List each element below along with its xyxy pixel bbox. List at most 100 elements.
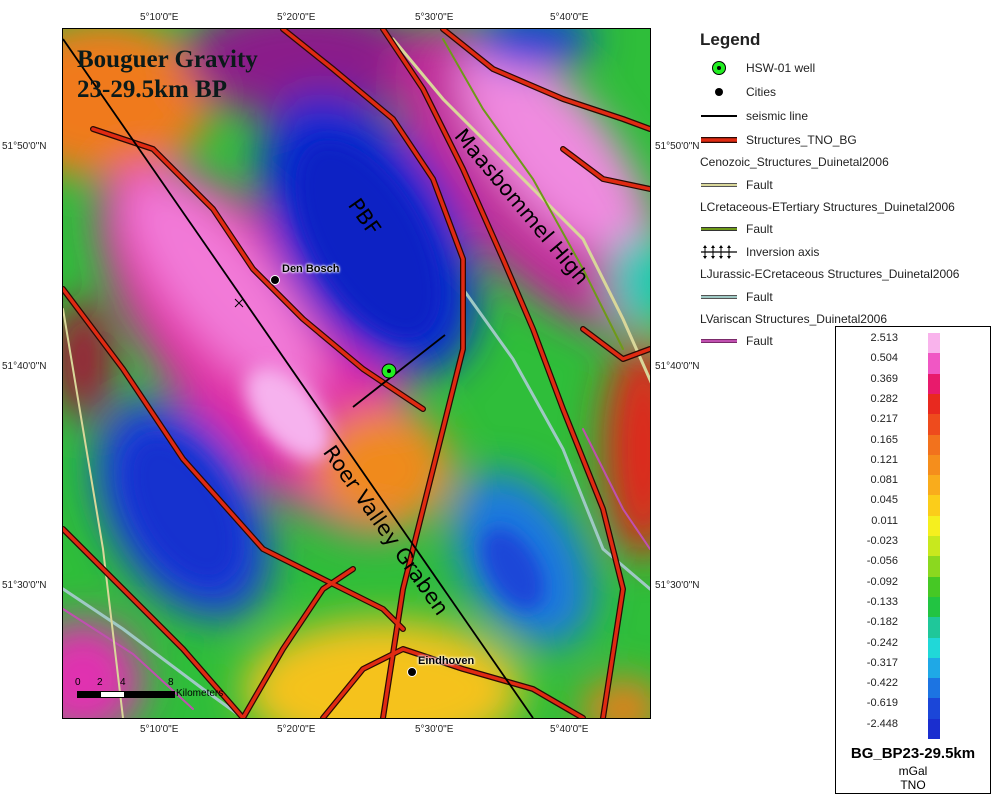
colorbar-swatch xyxy=(928,596,940,618)
colorbar-value-label: 0.504 xyxy=(870,352,898,365)
right-tick: 51°40'0"N xyxy=(655,361,700,372)
colorbar-value-label: -0.317 xyxy=(866,656,898,669)
colorbar-value-label: 0.217 xyxy=(870,413,898,426)
legend-item-lvariscan-fault: Fault xyxy=(700,331,773,351)
scale-tick-4: 4 xyxy=(120,677,126,688)
legend-item-cities: Cities xyxy=(700,82,776,102)
colorbar-swatch xyxy=(928,556,940,578)
bottom-tick: 5°10'0"E xyxy=(140,724,179,735)
scale-segments xyxy=(77,691,175,698)
legend-label: Fault xyxy=(746,178,773,192)
top-tick: 5°20'0"E xyxy=(277,12,316,23)
legend-label: Fault xyxy=(746,290,773,304)
colorbar-value-label: 2.513 xyxy=(870,332,898,344)
colorbar-swatch xyxy=(928,475,940,496)
top-tick: 5°40'0"E xyxy=(550,12,589,23)
legend-title: Legend xyxy=(700,30,761,49)
legend-group-lcretaceous: LCretaceous-ETertiary Structures_Duineta… xyxy=(700,197,955,217)
colorbar-swatch xyxy=(928,678,940,699)
colorbar-value-label: -0.056 xyxy=(866,555,898,568)
well-icon xyxy=(700,61,738,75)
colorbar-swatch xyxy=(928,414,940,435)
gravity-map-canvas xyxy=(63,29,650,718)
legend-item-seismic-line: seismic line xyxy=(700,106,808,126)
legend-label: Structures_TNO_BG xyxy=(746,133,857,147)
colorbar-value-label: 0.121 xyxy=(870,453,898,466)
scale-bar: 0 2 4 8 Kilometers xyxy=(75,677,277,707)
legend-item-structures-tno: Structures_TNO_BG xyxy=(700,130,857,150)
colorbar-value-label: 0.045 xyxy=(870,494,898,507)
city-marker-eindhoven[interactable] xyxy=(407,667,417,677)
top-tick: 5°10'0"E xyxy=(140,12,179,23)
city-label-den-bosch: Den Bosch xyxy=(282,263,340,275)
inversion-axis-icon xyxy=(700,245,738,259)
colorbar-value-label: 0.369 xyxy=(870,372,898,385)
colorbar-swatch xyxy=(928,353,940,375)
legend-label: Inversion axis xyxy=(746,245,820,259)
map-title-line-2: 23-29.5km BP xyxy=(77,76,227,103)
legend-group-cenozoic: Cenozoic_Structures_Duinetal2006 xyxy=(700,152,889,172)
colorbar-value-label: 0.282 xyxy=(870,392,898,405)
colorbar-swatch xyxy=(928,434,940,456)
colorbar-value-label: -0.619 xyxy=(866,697,898,710)
colorbar-title: BG_BP23-29.5km xyxy=(850,745,976,762)
legend-item-well: HSW-01 well xyxy=(700,58,815,78)
colorbar-source: TNO xyxy=(900,778,926,792)
colorbar: 2.513 0.504 0.369 0.282 0.217 0.165 0.121 0.081… xyxy=(835,326,991,794)
colorbar-value-label: 0.081 xyxy=(870,474,898,487)
colorbar-swatch xyxy=(928,536,940,557)
legend-label: Cities xyxy=(746,85,777,99)
colorbar-swatch xyxy=(928,333,940,354)
legend-group-label: LJurassic-ECretaceous Structures_Duineta… xyxy=(700,267,960,281)
scale-unit: Kilometers xyxy=(176,688,224,699)
colorbar-value-label: -0.242 xyxy=(866,636,898,649)
colorbar-value-label: -0.182 xyxy=(866,616,898,629)
colorbar-swatch xyxy=(928,617,940,638)
left-tick: 51°40'0"N xyxy=(2,361,47,372)
left-tick: 51°30'0"N xyxy=(2,580,47,591)
city-marker-den-bosch[interactable] xyxy=(270,275,280,285)
colorbar-swatch xyxy=(928,373,940,395)
legend-group-ljurassic: LJurassic-ECretaceous Structures_Duineta… xyxy=(700,264,959,284)
bottom-tick: 5°20'0"E xyxy=(277,724,316,735)
map-title: Bouguer Gravity 23-29.5km BP xyxy=(77,45,258,105)
legend-label: seismic line xyxy=(746,109,809,123)
legend-item-cenozoic-fault: Fault xyxy=(700,175,773,195)
colorbar-swatch xyxy=(928,454,940,476)
bottom-tick: 5°30'0"E xyxy=(415,724,454,735)
legend-label: Fault xyxy=(746,222,773,236)
legend-label: HSW-01 well xyxy=(746,61,816,75)
legend-group-label: Cenozoic_Structures_Duinetal2006 xyxy=(700,155,889,169)
colorbar-swatch xyxy=(928,515,940,537)
colorbar-value-label: -0.023 xyxy=(866,535,898,547)
well-icon[interactable] xyxy=(380,362,398,380)
scale-tick-2: 2 xyxy=(97,677,103,688)
colorbar-value-label: -2.448 xyxy=(866,717,898,730)
colorbar-swatch xyxy=(928,495,940,517)
khaki-fault-icon xyxy=(700,178,738,192)
map-title-line-1: Bouguer Gravity xyxy=(77,46,258,73)
right-tick: 51°30'0"N xyxy=(655,580,700,591)
gravity-map[interactable]: Bouguer Gravity 23-29.5km BP Maasbommel … xyxy=(62,28,651,719)
top-tick: 5°30'0"E xyxy=(415,12,454,23)
legend-group-label: LCretaceous-ETertiary Structures_Duineta… xyxy=(700,200,955,214)
legend-item-ljurassic-fault: Fault xyxy=(700,287,773,307)
black-line-icon xyxy=(700,109,738,123)
magenta-fault-icon xyxy=(700,334,738,348)
legend-label: Fault xyxy=(746,334,773,348)
left-tick: 51°50'0"N xyxy=(2,141,47,152)
right-tick: 51°50'0"N xyxy=(655,141,700,152)
colorbar-swatch xyxy=(928,698,940,720)
colorbar-value-label: 0.165 xyxy=(870,433,898,446)
colorbar-value-label: -0.092 xyxy=(866,575,898,588)
legend-item-lcretaceous-fault: Fault xyxy=(700,219,773,239)
colorbar-value-label: -0.133 xyxy=(866,595,898,608)
legend-group-label: LVariscan Structures_Duinetal2006 xyxy=(700,312,887,326)
colorbar-value-label: 0.011 xyxy=(871,514,898,527)
city-label-eindhoven: Eindhoven xyxy=(418,655,475,667)
red-line-icon xyxy=(700,133,738,147)
colorbar-swatch xyxy=(928,718,940,740)
colorbar-swatch xyxy=(928,637,940,659)
colorbar-unit: mGal xyxy=(898,764,928,778)
legend: Legend HSW-01 well Cities seismic line S… xyxy=(700,30,990,348)
